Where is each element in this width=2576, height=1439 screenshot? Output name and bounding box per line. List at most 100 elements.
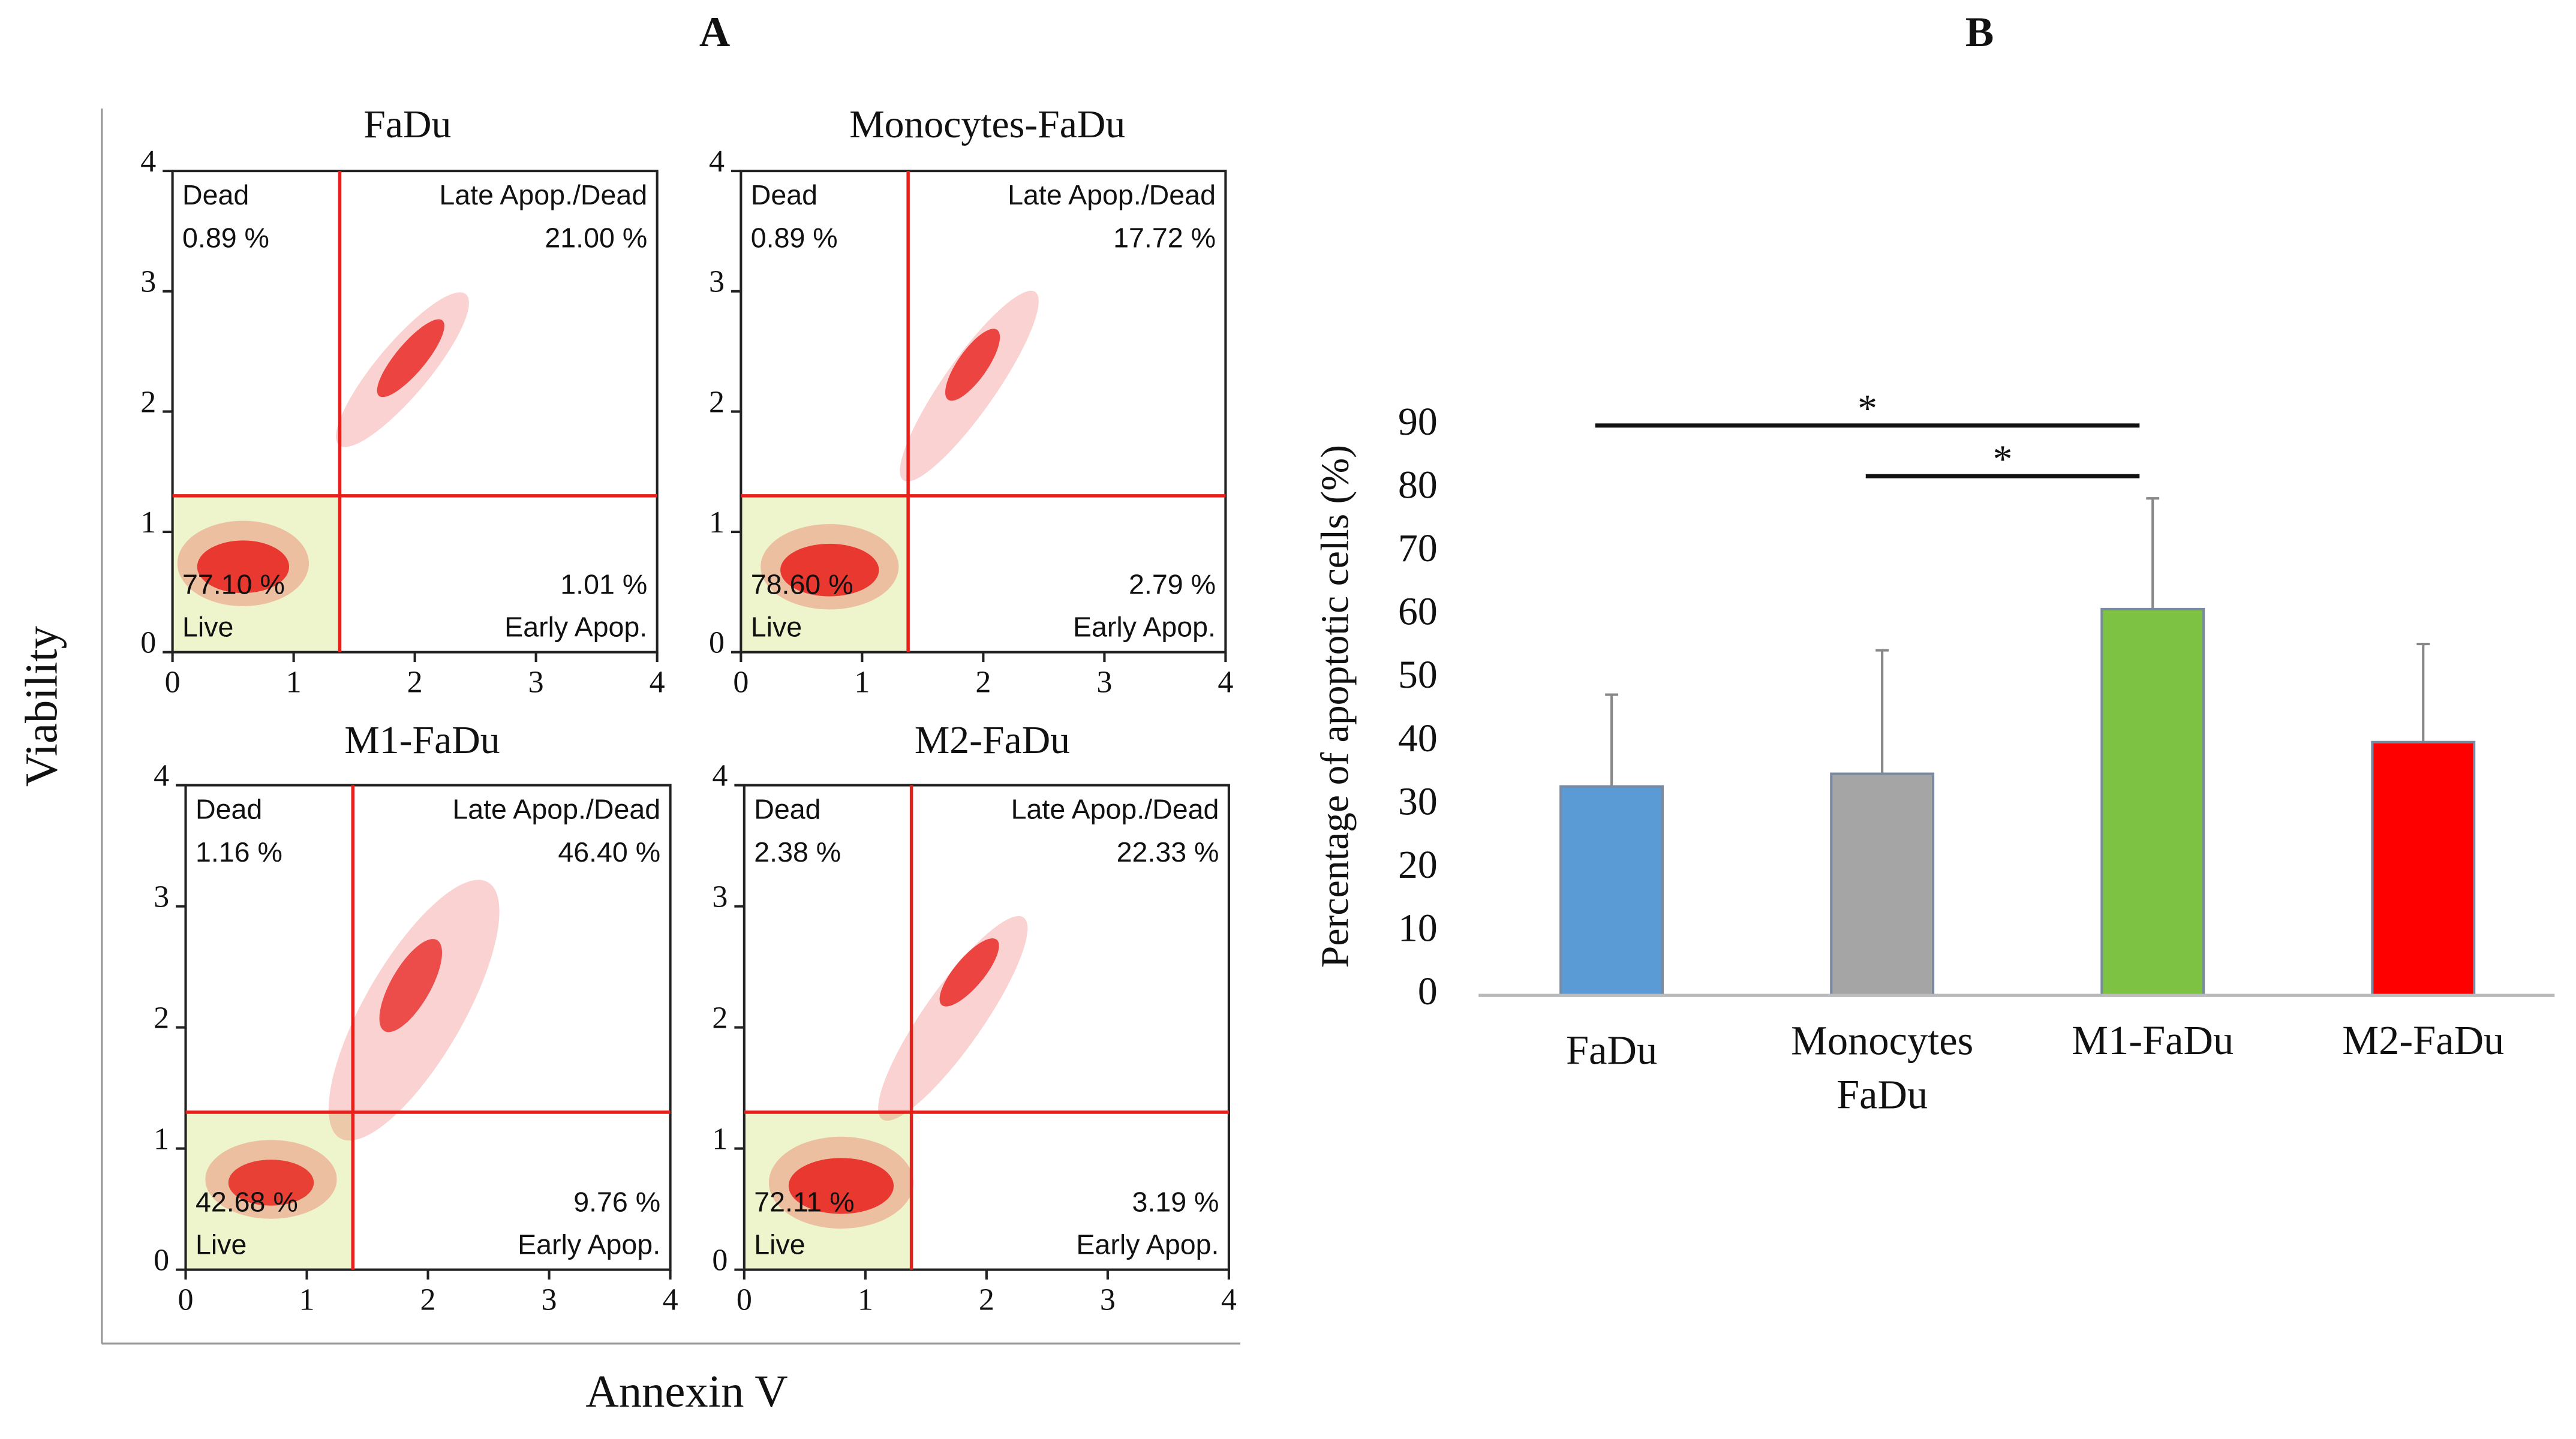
y-tick-label: 3	[709, 265, 725, 299]
quadrant-name: Late Apop./Dead	[452, 794, 660, 825]
y-tick-label: 3	[140, 265, 156, 299]
quadrant-name: Late Apop./Dead	[439, 179, 647, 210]
quadrant-percent: 17.72 %	[1113, 222, 1216, 253]
quadrant-name: Dead	[751, 179, 817, 210]
x-tick-label: 1	[286, 665, 302, 699]
quadrant-percent: 0.89 %	[751, 222, 838, 253]
y-tick-label: 80	[1398, 463, 1438, 507]
x-tick-label: 2	[979, 1283, 994, 1317]
x-tick-label: 0	[733, 665, 749, 699]
y-tick-label: 3	[712, 880, 728, 914]
panel-label: B	[1965, 9, 1994, 56]
x-tick-label: 1	[854, 665, 870, 699]
x-axis-label: Annexin V	[585, 1366, 787, 1417]
x-tick-label: Monocytes FaDu	[1791, 1017, 1973, 1117]
y-tick-label: 0	[709, 626, 725, 660]
quadrant-percent: 9.76 %	[573, 1186, 660, 1217]
quadrant-percent: 2.79 %	[1129, 568, 1216, 600]
x-tick-label: 1	[299, 1283, 315, 1317]
quadrant-percent: 46.40 %	[558, 836, 660, 868]
quadrant-percent: 77.10 %	[182, 568, 285, 600]
y-tick-label: 30	[1398, 779, 1438, 823]
quadrant-name: Early Apop.	[518, 1229, 660, 1260]
y-tick-label: 20	[1398, 843, 1438, 887]
y-tick-label: 0	[1418, 970, 1438, 1013]
quadrant-name: Late Apop./Dead	[1008, 179, 1216, 210]
y-tick-label: 1	[140, 505, 156, 540]
y-tick-label: 4	[712, 759, 728, 793]
x-tick-label: M2-FaDu	[2342, 1017, 2504, 1063]
quadrant-name: Early Apop.	[1073, 612, 1216, 643]
y-tick-label: 2	[712, 1001, 728, 1035]
x-tick-label: 3	[1100, 1283, 1116, 1317]
quadrant-percent: 78.60 %	[751, 568, 853, 600]
quadrant-percent: 21.00 %	[545, 222, 647, 253]
x-tick-label: 3	[1096, 665, 1112, 699]
x-tick-label: 0	[737, 1283, 752, 1317]
plot-title: Monocytes-FaDu	[849, 103, 1125, 146]
y-tick-label: 4	[154, 759, 169, 793]
x-tick-label: 2	[975, 665, 991, 699]
quadrant-name: Live	[196, 1229, 247, 1260]
y-tick-label: 1	[712, 1122, 728, 1157]
quadrant-name: Dead	[196, 794, 262, 825]
quadrant-name: Dead	[182, 179, 249, 210]
quadrant-name: Early Apop.	[504, 612, 647, 643]
y-tick-label: 40	[1398, 717, 1438, 760]
y-tick-label: 50	[1398, 653, 1438, 697]
panel-label: A	[699, 9, 730, 56]
y-axis-label: Percentage of apoptotic cells (%)	[1313, 445, 1357, 968]
x-tick-label: 2	[420, 1283, 436, 1317]
x-tick-label: 0	[178, 1283, 194, 1317]
x-tick-label: FaDu	[1566, 1028, 1657, 1073]
x-tick-label: M1-FaDu	[2072, 1017, 2234, 1063]
y-tick-label: 2	[154, 1001, 169, 1035]
bar	[2371, 740, 2476, 997]
quadrant-percent: 0.89 %	[182, 222, 269, 253]
x-tick-label: 3	[528, 665, 544, 699]
quadrant-name: Late Apop./Dead	[1011, 794, 1219, 825]
plot-title: FaDu	[363, 103, 451, 146]
significance-label: *	[1993, 437, 2013, 481]
y-tick-label: 2	[709, 385, 725, 419]
quadrant-name: Live	[182, 612, 233, 643]
bar	[1830, 772, 1935, 997]
quadrant-percent: 22.33 %	[1117, 836, 1219, 868]
y-tick-label: 70	[1398, 526, 1438, 570]
cell-clouds	[177, 290, 1039, 1229]
plot-title: M1-FaDu	[344, 718, 500, 762]
x-tick-label: 0	[165, 665, 181, 699]
bar	[2100, 607, 2205, 997]
quadrant-name: Dead	[754, 794, 820, 825]
significance-label: *	[1857, 387, 1877, 431]
quadrant-name: Live	[751, 612, 802, 643]
plot-title: M2-FaDu	[915, 718, 1070, 762]
y-tick-label: 0	[140, 626, 156, 660]
y-axis-label: Viability	[16, 625, 67, 787]
bar	[1559, 785, 1664, 997]
y-tick-label: 90	[1398, 400, 1438, 444]
y-tick-label: 60	[1398, 590, 1438, 634]
y-tick-label: 10	[1398, 907, 1438, 950]
x-tick-label: 4	[650, 665, 665, 699]
y-tick-label: 4	[709, 144, 725, 179]
x-tick-label: 4	[663, 1283, 678, 1317]
quadrant-percent: 42.68 %	[196, 1186, 298, 1217]
quadrant-name: Early Apop.	[1076, 1229, 1219, 1260]
quadrant-percent: 72.11 %	[754, 1186, 854, 1217]
quadrant-percent: 1.01 %	[560, 568, 647, 600]
x-tick-label: 3	[542, 1283, 557, 1317]
y-tick-label: 0	[712, 1244, 728, 1278]
x-tick-label: 4	[1221, 1283, 1237, 1317]
y-tick-label: 3	[154, 880, 169, 914]
quadrant-percent: 2.38 %	[754, 836, 841, 868]
x-tick-label: 1	[858, 1283, 873, 1317]
x-tick-label: 4	[1218, 665, 1233, 699]
y-tick-label: 1	[709, 505, 725, 540]
quadrant-percent: 3.19 %	[1132, 1186, 1219, 1217]
y-tick-label: 0	[154, 1244, 169, 1278]
y-tick-label: 2	[140, 385, 156, 419]
y-tick-label: 1	[154, 1122, 169, 1157]
quadrant-name: Live	[754, 1229, 805, 1260]
